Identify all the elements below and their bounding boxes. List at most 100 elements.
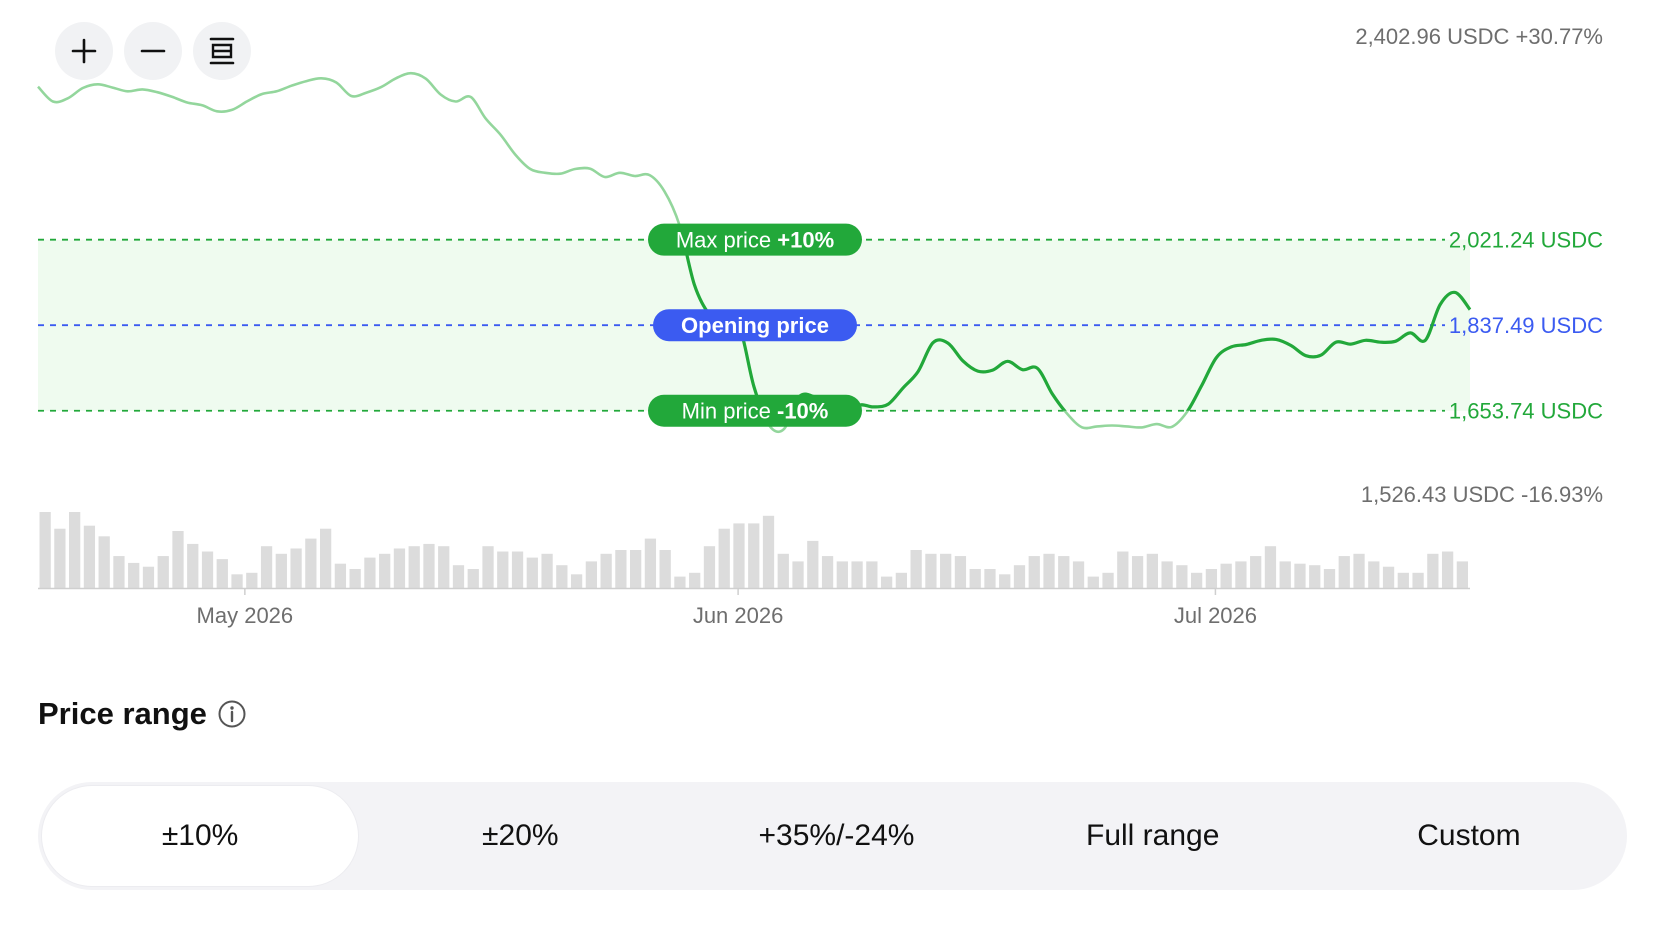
volume-bar <box>201 551 214 588</box>
volume-bar <box>792 561 804 588</box>
range-option-10[interactable]: ±10% <box>42 786 359 886</box>
volume-bar <box>1176 565 1188 588</box>
volume-bar <box>364 557 376 588</box>
volume-bar <box>1102 572 1114 588</box>
volume-bar <box>1382 566 1395 588</box>
min-price-label: Min price <box>682 399 777 424</box>
volume-bar <box>1264 546 1277 588</box>
volume-bar <box>157 556 169 588</box>
fit-range-button[interactable] <box>193 22 251 80</box>
volume-bar <box>1412 572 1424 588</box>
volume-bar <box>1323 569 1336 588</box>
volume-bar <box>644 538 657 588</box>
volume-bar <box>895 572 908 588</box>
info-icon[interactable] <box>217 699 247 729</box>
volume-bar <box>659 550 671 588</box>
zoom-in-button[interactable] <box>55 22 113 80</box>
volume-bar <box>1220 563 1232 588</box>
volume-bar <box>142 566 155 588</box>
volume-bar <box>703 546 716 588</box>
min-price-value: 1,653.74 USDC <box>1449 399 1603 424</box>
volume-bar <box>910 550 922 588</box>
volume-bar <box>1441 551 1454 588</box>
volume-bar <box>615 550 627 588</box>
volume-bar <box>290 548 302 588</box>
volume-bar <box>630 550 642 588</box>
volume-bar <box>482 546 494 588</box>
volume-bar <box>1028 556 1040 588</box>
volume-bar <box>98 536 110 588</box>
volume-bar <box>319 528 332 588</box>
volume-bar <box>999 574 1011 588</box>
max-price-pill[interactable]: Max price +10% <box>648 223 862 256</box>
min-price-pill[interactable]: Min price -10% <box>648 394 862 427</box>
volume-bar <box>851 561 863 588</box>
range-option-full[interactable]: Full range <box>1086 819 1220 852</box>
volume-bar <box>940 553 952 588</box>
volume-bar <box>866 561 878 588</box>
volume-bar <box>423 543 435 588</box>
volume-bar <box>1368 561 1380 588</box>
opening-price-pill-text: Opening price <box>681 313 829 338</box>
volume-bar <box>1235 561 1247 588</box>
volume-bar <box>1146 553 1158 588</box>
volume-bars <box>39 512 1468 588</box>
opening-price-pill[interactable]: Opening price <box>653 309 857 342</box>
volume-bar <box>556 565 568 588</box>
volume-bar <box>925 553 937 588</box>
volume-bar <box>1043 553 1055 588</box>
range-option-20[interactable]: ±20% <box>482 819 559 852</box>
volume-bar <box>39 512 51 588</box>
chart-low-label: 1,526.43 USDC -16.93% <box>1361 482 1603 507</box>
volume-bar <box>246 572 258 588</box>
volume-bar <box>113 556 125 588</box>
max-price-pill-bg <box>648 223 862 256</box>
volume-bar <box>1117 551 1129 588</box>
volume-bar <box>1058 556 1070 588</box>
volume-bar <box>1427 553 1439 588</box>
x-axis-ticks: May 2026 Jun 2026 Jul 2026 <box>197 588 1257 628</box>
volume-bar <box>1397 572 1409 588</box>
volume-bar <box>1191 572 1203 588</box>
max-price-value: 2,021.24 USDC <box>1449 228 1603 253</box>
opening-price-value: 1,837.49 USDC <box>1449 313 1603 338</box>
price-line-in-range <box>681 239 1472 411</box>
volume-bar <box>836 561 848 588</box>
x-tick-label: May 2026 <box>197 603 294 628</box>
volume-bar <box>1131 556 1144 588</box>
min-price-pct: -10% <box>777 399 828 424</box>
volume-bar <box>674 576 686 588</box>
volume-bar <box>1353 553 1365 588</box>
volume-bar <box>69 512 81 588</box>
volume-bar <box>187 543 199 588</box>
price-range-heading: Price range <box>38 696 247 732</box>
max-price-pct: +10% <box>777 228 834 253</box>
price-range-title: Price range <box>38 696 207 731</box>
volume-bar <box>1338 556 1350 588</box>
volume-bar <box>689 572 701 588</box>
volume-bar <box>231 574 243 588</box>
volume-bar <box>1279 561 1291 588</box>
price-range-selector: ±10% ±20% +35%/-24% Full range Custom <box>38 782 1627 890</box>
volume-bar <box>408 546 420 588</box>
volume-bar <box>393 548 406 588</box>
volume-bar <box>526 557 538 588</box>
volume-bar <box>438 546 450 588</box>
min-price-pill-bg <box>648 394 862 427</box>
volume-bar <box>305 538 317 588</box>
range-option-custom[interactable]: Custom <box>1417 819 1521 852</box>
min-price-pill-text: Min price -10% <box>682 399 829 424</box>
range-option-35-24[interactable]: +35%/-24% <box>758 819 915 852</box>
volume-bar <box>1456 561 1468 588</box>
volume-bar <box>1250 556 1262 588</box>
volume-bar <box>216 559 228 588</box>
volume-bar <box>334 563 347 588</box>
volume-bar <box>1309 565 1321 588</box>
zoom-out-button[interactable] <box>124 22 182 80</box>
volume-bar <box>452 565 465 588</box>
x-tick-label: Jun 2026 <box>693 603 784 628</box>
volume-bar <box>260 546 273 588</box>
price-chart[interactable]: May 2026 Jun 2026 Jul 2026 Max price +10% … <box>0 0 1664 640</box>
volume-bar <box>54 528 66 588</box>
volume-bar <box>1205 569 1218 588</box>
